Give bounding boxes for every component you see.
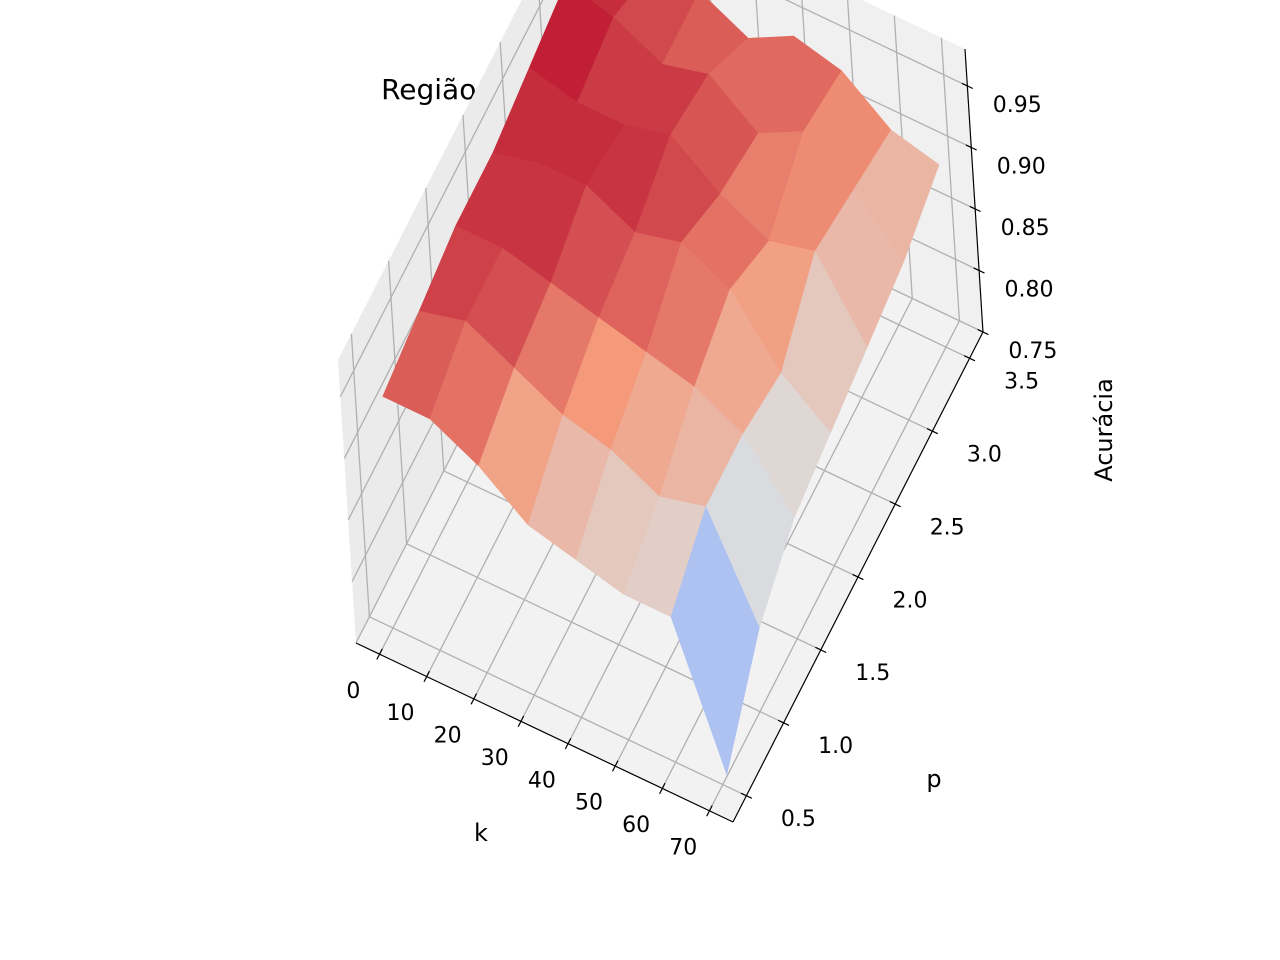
z-tick-label: 0.85 bbox=[1001, 216, 1050, 241]
x-tick-label: 0 bbox=[346, 679, 360, 704]
tick-labels: 0 10 20 30 40 50 60 70 0.5 1.0 1.5 2.0 2.5 3.0 3.5 0.75… bbox=[346, 93, 1057, 861]
x-tick-label: 30 bbox=[481, 746, 509, 771]
x-tick-mark bbox=[659, 782, 666, 795]
x-tick-mark bbox=[517, 715, 525, 727]
y-tick-label: 1.5 bbox=[855, 661, 890, 686]
z-axis-line bbox=[964, 48, 984, 333]
z-tick-label: 0.80 bbox=[1005, 278, 1054, 303]
axis-lines bbox=[355, 48, 989, 823]
z-tick-mark bbox=[965, 144, 977, 151]
grid-line bbox=[940, 37, 961, 321]
x-tick-mark bbox=[611, 760, 619, 772]
y-tick-mark bbox=[852, 573, 864, 581]
z-tick-mark bbox=[961, 82, 974, 90]
y-axis-label: p bbox=[926, 765, 941, 793]
y-tick-label: 0.5 bbox=[781, 807, 816, 832]
z-tick-label: 0.75 bbox=[1008, 339, 1057, 364]
y-tick-label: 2.5 bbox=[930, 515, 965, 540]
x-tick-label: 60 bbox=[622, 813, 650, 838]
x-tick-label: 50 bbox=[575, 791, 603, 816]
y-tick-label: 1.0 bbox=[818, 734, 853, 759]
x-tick-mark bbox=[423, 670, 430, 683]
surface-facet bbox=[670, 506, 760, 776]
x-axis-line bbox=[355, 642, 734, 823]
y-tick-mark bbox=[815, 646, 827, 654]
grid-line bbox=[784, 0, 968, 87]
y-tick-label: 3.0 bbox=[967, 443, 1002, 468]
z-tick-mark bbox=[973, 267, 985, 274]
y-tick-mark bbox=[777, 719, 790, 726]
z-tick-mark bbox=[977, 328, 989, 336]
grid-line bbox=[339, 0, 544, 398]
x-axis-label: k bbox=[474, 819, 488, 847]
x-tick-label: 20 bbox=[434, 724, 462, 749]
z-tick-mark bbox=[969, 205, 981, 213]
y-tick-mark bbox=[926, 428, 939, 435]
x-tick-mark bbox=[376, 648, 383, 660]
x-tick-label: 70 bbox=[669, 835, 697, 860]
grid-line bbox=[369, 616, 747, 797]
z-axis-label: Acurácia bbox=[1090, 378, 1118, 482]
x-tick-mark bbox=[470, 693, 478, 705]
y-tick-label: 2.0 bbox=[893, 588, 928, 613]
z-tick-label: 0.95 bbox=[993, 93, 1042, 118]
x-tick-mark bbox=[564, 738, 572, 750]
z-tick-label: 0.90 bbox=[997, 154, 1046, 179]
x-tick-mark bbox=[706, 805, 713, 817]
x-tick-label: 10 bbox=[387, 701, 415, 726]
y-tick-mark bbox=[889, 500, 901, 508]
grid-line bbox=[350, 333, 371, 617]
x-tick-label: 40 bbox=[528, 768, 556, 793]
y-tick-mark bbox=[740, 792, 753, 799]
y-tick-mark bbox=[963, 355, 976, 362]
surface-plot bbox=[382, 0, 940, 776]
y-tick-label: 3.5 bbox=[1004, 370, 1039, 395]
